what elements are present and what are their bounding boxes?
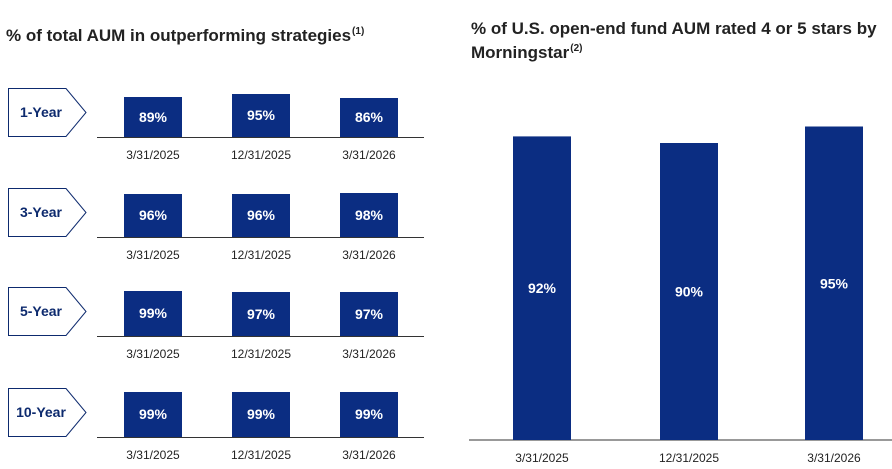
date-label: 3/31/2025	[126, 347, 180, 361]
left-panel-title-note: (1)	[352, 26, 365, 37]
data-label: 90%	[675, 284, 704, 300]
date-label: 12/31/2025	[230, 347, 292, 361]
date-label: 3/31/2025	[126, 448, 180, 462]
date-label: 3/31/2025	[126, 148, 180, 162]
bar: 89%	[124, 97, 182, 137]
period-label: 3-Year	[19, 204, 63, 220]
right-panel-title-text: % of U.S. open-end fund AUM rated 4 or 5…	[471, 19, 877, 62]
period-label: 10-Year	[16, 404, 66, 420]
period-tag: 5-Year	[8, 287, 87, 336]
bar: 99%	[340, 392, 398, 437]
date-label: 3/31/2025	[126, 248, 180, 262]
left-panel-title-text: % of total AUM in outperforming strategi…	[6, 26, 352, 45]
right-panel-title-note: (2)	[570, 43, 583, 54]
bar: 98%	[340, 193, 398, 237]
row-baseline	[97, 437, 424, 438]
bar: 96%	[232, 194, 290, 237]
tag-arrow-shape	[8, 188, 87, 237]
x-tick-label: 12/31/2025	[659, 451, 719, 465]
x-tick-label: 3/31/2025	[515, 451, 569, 465]
right-panel-title: % of U.S. open-end fund AUM rated 4 or 5…	[471, 19, 891, 63]
bar: 99%	[124, 392, 182, 437]
period-tag: 1-Year	[8, 88, 87, 137]
x-tick-label: 3/31/2026	[807, 451, 861, 465]
bar	[513, 136, 571, 440]
period-tag: 3-Year	[8, 188, 87, 237]
tag-arrow-shape	[8, 287, 87, 336]
row-baseline	[97, 336, 424, 337]
period-label: 1-Year	[19, 104, 63, 120]
bar: 97%	[232, 292, 290, 336]
row-5-year: 5-Year 99% 3/31/2025 97% 12/31/2025 97% 3/31/2…	[0, 287, 470, 361]
data-label: 92%	[528, 280, 557, 296]
row-3-year: 3-Year 96% 3/31/2025 96% 12/31/2025 98% 3/31/2…	[0, 188, 470, 262]
bar	[805, 126, 863, 440]
date-label: 12/31/2025	[230, 248, 292, 262]
date-label: 3/31/2026	[342, 148, 396, 162]
date-label: 3/31/2026	[342, 248, 396, 262]
row-1-year: 1-Year 89% 3/31/2025 95% 12/31/2025 86% 3/31/2…	[0, 88, 470, 162]
left-panel-title: % of total AUM in outperforming strategi…	[6, 22, 364, 46]
bar: 95%	[232, 94, 290, 137]
bar: 96%	[124, 194, 182, 237]
bar: 97%	[340, 292, 398, 336]
tag-arrow-shape	[8, 388, 87, 437]
period-tag: 10-Year	[8, 388, 87, 437]
tag-arrow-shape	[8, 88, 87, 137]
date-label: 3/31/2026	[342, 448, 396, 462]
bar: 99%	[124, 291, 182, 336]
date-label: 12/31/2025	[230, 448, 292, 462]
bar: 86%	[340, 98, 398, 137]
bar	[660, 143, 718, 440]
period-label: 5-Year	[19, 303, 63, 319]
bar: 99%	[232, 392, 290, 437]
row-baseline	[97, 237, 424, 238]
row-10-year: 10-Year 99% 3/31/2025 99% 12/31/2025 99% 3/31/…	[0, 388, 470, 462]
data-label: 95%	[820, 275, 849, 291]
date-label: 3/31/2026	[342, 347, 396, 361]
row-baseline	[97, 137, 424, 138]
date-label: 12/31/2025	[230, 148, 292, 162]
